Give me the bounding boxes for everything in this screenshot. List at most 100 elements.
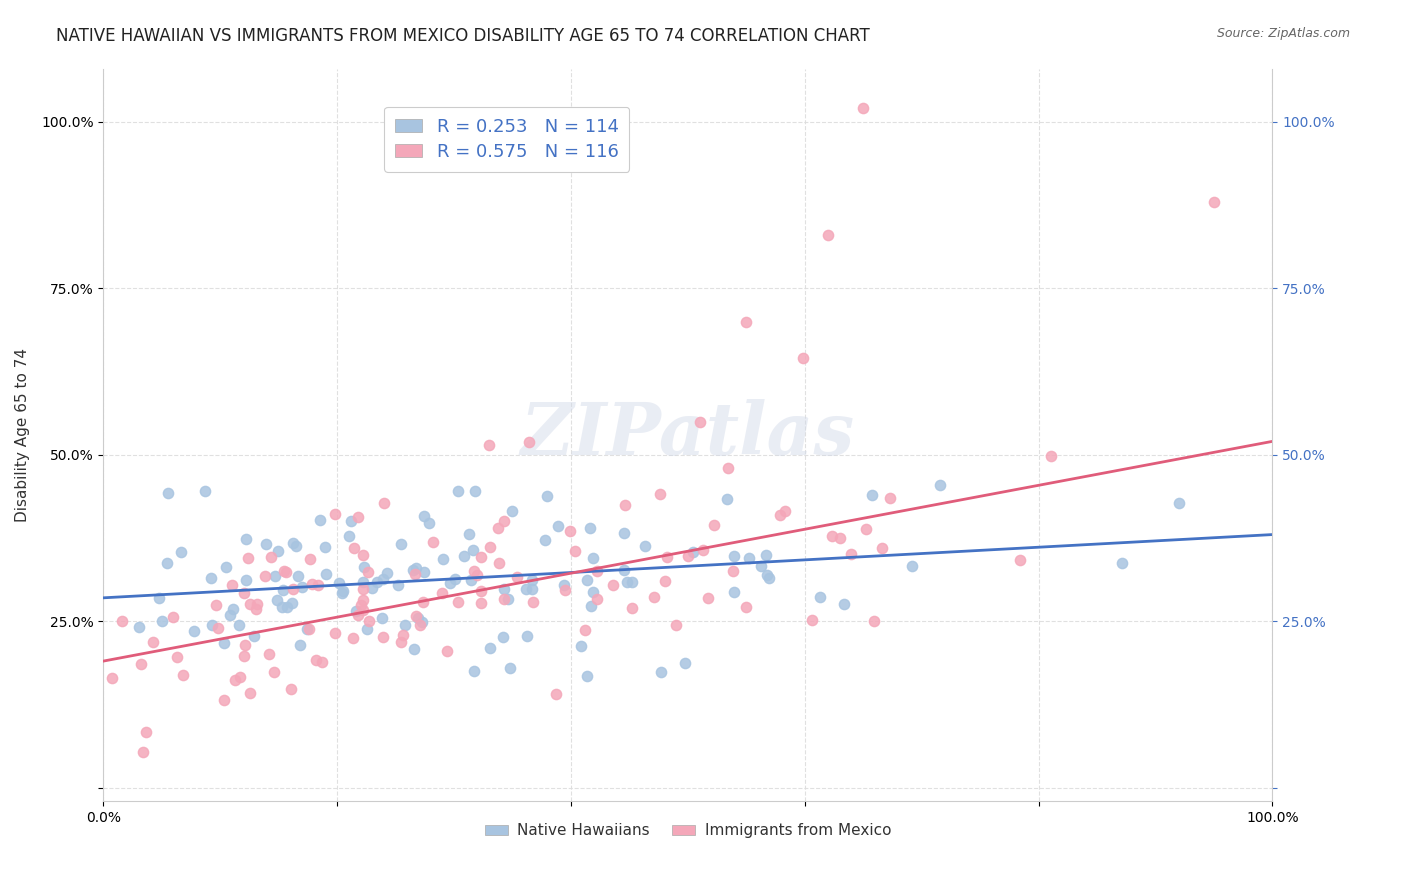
Point: [394, 618, 416, 632]
Point: [879, 491, 901, 505]
Point: [579, 521, 602, 535]
Point: [346, 510, 368, 524]
Point: [287, 568, 309, 582]
Point: [309, 513, 332, 527]
Point: [371, 630, 394, 644]
Point: [735, 599, 758, 614]
Point: [129, 657, 152, 672]
Point: [281, 535, 304, 549]
Point: [343, 541, 366, 556]
Point: [554, 583, 576, 598]
Point: [613, 526, 636, 541]
Point: [353, 559, 375, 574]
Point: [1039, 450, 1062, 464]
Point: [755, 548, 778, 562]
Point: [453, 549, 475, 564]
Point: [409, 618, 432, 632]
Point: [547, 518, 569, 533]
Point: [263, 665, 285, 679]
Point: [201, 617, 224, 632]
Point: [1111, 556, 1133, 570]
Point: [315, 566, 337, 581]
Point: [821, 529, 844, 543]
Point: [501, 504, 523, 518]
Point: [616, 574, 638, 589]
Legend: Native Hawaiians, Immigrants from Mexico: Native Hawaiians, Immigrants from Mexico: [478, 817, 897, 845]
Point: [387, 578, 409, 592]
Point: [439, 576, 461, 591]
Point: [574, 624, 596, 638]
Point: [560, 524, 582, 538]
Text: ZIPatlas: ZIPatlas: [520, 400, 855, 470]
Y-axis label: Disability Age 65 to 74: Disability Age 65 to 74: [15, 348, 30, 522]
Point: [276, 599, 298, 614]
Point: [901, 558, 924, 573]
Text: Source: ZipAtlas.com: Source: ZipAtlas.com: [1216, 27, 1350, 40]
Point: [756, 568, 779, 582]
Point: [870, 541, 893, 556]
Point: [352, 548, 374, 562]
Point: [553, 578, 575, 592]
Point: [520, 573, 543, 587]
Point: [274, 565, 297, 579]
Point: [673, 657, 696, 671]
Point: [156, 556, 179, 570]
Point: [855, 522, 877, 536]
Text: NATIVE HAWAIIAN VS IMMIGRANTS FROM MEXICO DISABILITY AGE 65 TO 74 CORRELATION CH: NATIVE HAWAIIAN VS IMMIGRANTS FROM MEXIC…: [56, 27, 870, 45]
Point: [801, 613, 824, 627]
Point: [285, 539, 308, 553]
Point: [1202, 194, 1225, 209]
Point: [735, 314, 758, 328]
Point: [614, 498, 637, 512]
Point: [643, 591, 665, 605]
Point: [422, 535, 444, 549]
Point: [135, 725, 157, 739]
Point: [634, 539, 657, 553]
Point: [703, 517, 725, 532]
Point: [411, 615, 433, 629]
Point: [391, 537, 413, 551]
Point: [342, 631, 364, 645]
Point: [328, 575, 350, 590]
Point: [620, 575, 643, 590]
Point: [267, 543, 290, 558]
Point: [769, 508, 792, 523]
Point: [717, 460, 740, 475]
Point: [585, 564, 607, 578]
Point: [271, 583, 294, 598]
Point: [478, 541, 501, 555]
Point: [470, 584, 492, 599]
Point: [332, 583, 354, 598]
Point: [405, 608, 427, 623]
Point: [361, 581, 384, 595]
Point: [233, 638, 256, 652]
Point: [344, 604, 367, 618]
Point: [655, 549, 678, 564]
Point: [347, 607, 370, 622]
Point: [817, 227, 839, 242]
Point: [496, 592, 519, 607]
Point: [689, 416, 711, 430]
Point: [852, 102, 875, 116]
Point: [170, 545, 193, 559]
Point: [478, 640, 501, 655]
Point: [307, 578, 329, 592]
Point: [515, 582, 537, 596]
Point: [233, 585, 256, 599]
Point: [499, 661, 522, 675]
Point: [446, 484, 468, 499]
Point: [544, 687, 567, 701]
Point: [281, 582, 304, 597]
Point: [352, 582, 374, 597]
Point: [183, 624, 205, 639]
Point: [259, 550, 281, 565]
Point: [413, 508, 436, 523]
Point: [356, 622, 378, 636]
Point: [200, 570, 222, 584]
Point: [280, 682, 302, 697]
Point: [352, 593, 374, 607]
Point: [299, 552, 322, 566]
Point: [352, 574, 374, 589]
Point: [239, 597, 262, 611]
Point: [222, 602, 245, 616]
